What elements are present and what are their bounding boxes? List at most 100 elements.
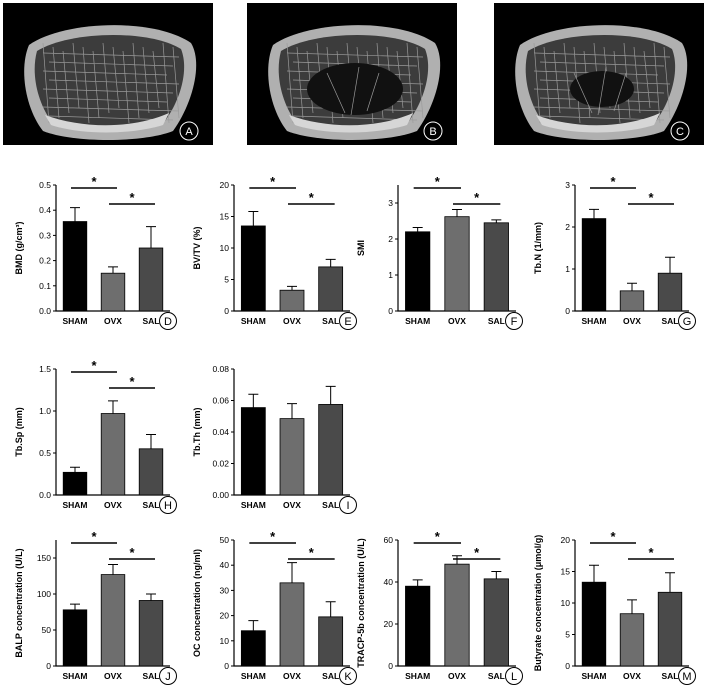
y-tick-label: 20 xyxy=(220,611,230,621)
cortical-band xyxy=(289,113,413,133)
significance-star: * xyxy=(129,374,135,389)
bar-sham xyxy=(240,407,266,496)
error-bar xyxy=(627,599,637,614)
category-label: SAL xyxy=(662,671,679,681)
bar-sham xyxy=(405,231,431,312)
y-tick-label: 0.3 xyxy=(39,230,51,240)
panel-badge xyxy=(159,667,177,685)
category-label: OVX xyxy=(104,500,122,510)
error-bar xyxy=(248,210,259,226)
significance-star: * xyxy=(309,545,315,560)
error-bar xyxy=(627,282,637,291)
y-tick-label: 0.5 xyxy=(39,448,51,458)
category-label: OVX xyxy=(283,671,301,681)
error-bar xyxy=(287,562,297,583)
category-label: SHAM xyxy=(62,316,87,326)
category-label: OVX xyxy=(448,316,466,326)
error-bar xyxy=(589,564,599,583)
bar-sal xyxy=(318,266,344,312)
bar-sham xyxy=(240,225,266,312)
panel-badge xyxy=(339,667,357,685)
error-bar xyxy=(412,579,423,587)
ct-image-c: C xyxy=(494,3,704,145)
y-axis-label: BMD (g/cm³) xyxy=(14,222,24,275)
y-tick-label: 20 xyxy=(384,619,394,629)
bar-sal xyxy=(138,448,164,496)
y-axis-label: Tb.Sp (mm) xyxy=(14,407,24,457)
y-tick-label: 3 xyxy=(388,198,393,208)
bar-sal xyxy=(483,222,509,312)
error-bar xyxy=(287,403,297,419)
error-bar xyxy=(248,393,259,408)
bar-sham xyxy=(581,581,607,667)
error-bar xyxy=(108,563,118,575)
category-label: OVX xyxy=(623,316,641,326)
significance-star: * xyxy=(129,190,135,205)
panel-badge-label: B xyxy=(429,126,436,138)
bar-sal xyxy=(657,591,683,667)
panel-badge-label: E xyxy=(344,316,351,328)
error-bar xyxy=(452,208,462,217)
panel-badge xyxy=(670,121,690,141)
y-tick-label: 10 xyxy=(561,598,571,608)
bar-sham xyxy=(240,630,266,667)
panel-badge-label: G xyxy=(683,316,692,328)
bar-sal xyxy=(318,404,344,496)
y-tick-label: 0.06 xyxy=(212,396,229,406)
significance-star: * xyxy=(309,190,315,205)
y-tick-label: 150 xyxy=(37,553,51,563)
y-tick-label: 0.02 xyxy=(212,459,229,469)
panel-badge xyxy=(505,667,523,685)
y-tick-label: 1.0 xyxy=(39,406,51,416)
y-tick-label: 0 xyxy=(565,661,570,671)
chart-panel-j: 0 50 100 150 BALP concentration (U/L) SHAM OVX… xyxy=(14,529,177,685)
chart-panel-k: 0 10 20 30 40 50 OC concentration (ng/ml) SHAM O… xyxy=(192,529,357,685)
y-axis-label: BALP concentration (U/L) xyxy=(14,548,24,657)
y-tick-label: 15 xyxy=(561,567,571,577)
chart-panel-l: 0 20 40 60 TRACP-5b concentration (U/L) SHAM O… xyxy=(356,529,523,685)
error-bar xyxy=(70,603,80,610)
y-tick-label: 20 xyxy=(220,180,230,190)
y-tick-label: 0.2 xyxy=(39,256,51,266)
significance-star: * xyxy=(91,358,97,373)
y-tick-label: 0.5 xyxy=(39,180,51,190)
chart-panel-f: 0 1 2 3 SMI SHAM OVX SAL * * F xyxy=(356,174,523,330)
error-bar xyxy=(248,620,259,631)
category-label: SHAM xyxy=(581,316,606,326)
category-label: OVX xyxy=(104,316,122,326)
error-bar xyxy=(665,256,675,274)
chart-panel-g: 0 1 2 3 Tb.N (1/mm) SHAM OVX SAL * * G xyxy=(533,174,696,330)
panel-badge-label: D xyxy=(164,316,172,328)
category-label: OVX xyxy=(623,671,641,681)
category-label: SHAM xyxy=(241,500,266,510)
bar-ovx xyxy=(619,613,645,667)
bar-ovx xyxy=(279,289,305,312)
bar-sham xyxy=(405,585,431,667)
category-label: SAL xyxy=(488,316,505,326)
y-tick-label: 20 xyxy=(561,535,571,545)
category-label: OVX xyxy=(104,671,122,681)
y-tick-label: 50 xyxy=(220,535,230,545)
bar-ovx xyxy=(619,290,645,312)
significance-star: * xyxy=(435,174,441,189)
significance-star: * xyxy=(648,545,654,560)
y-tick-label: 40 xyxy=(384,577,394,587)
bar-sal xyxy=(657,272,683,312)
y-tick-label: 2 xyxy=(388,234,393,244)
chart-panel-i: 0.00 0.02 0.04 0.06 0.08 Tb.Th (mm) SHAM OVX SAL… xyxy=(192,364,357,514)
y-tick-label: 2 xyxy=(565,222,570,232)
bar-ovx xyxy=(279,418,305,496)
category-label: OVX xyxy=(283,316,301,326)
bar-ovx xyxy=(444,216,470,312)
y-tick-label: 0 xyxy=(46,661,51,671)
chart-panel-m: 0 5 10 15 20 Butyrate concentration (μmol/g) S… xyxy=(533,529,696,685)
y-tick-label: 3 xyxy=(565,180,570,190)
panel-badge-label: F xyxy=(511,316,518,328)
y-tick-label: 0.08 xyxy=(212,364,229,374)
error-bar xyxy=(287,285,297,291)
y-axis-label: TRACP-5b concentration (U/L) xyxy=(356,538,366,668)
bar-sal xyxy=(318,616,344,667)
y-tick-label: 0.04 xyxy=(212,427,229,437)
y-tick-label: 30 xyxy=(220,585,230,595)
